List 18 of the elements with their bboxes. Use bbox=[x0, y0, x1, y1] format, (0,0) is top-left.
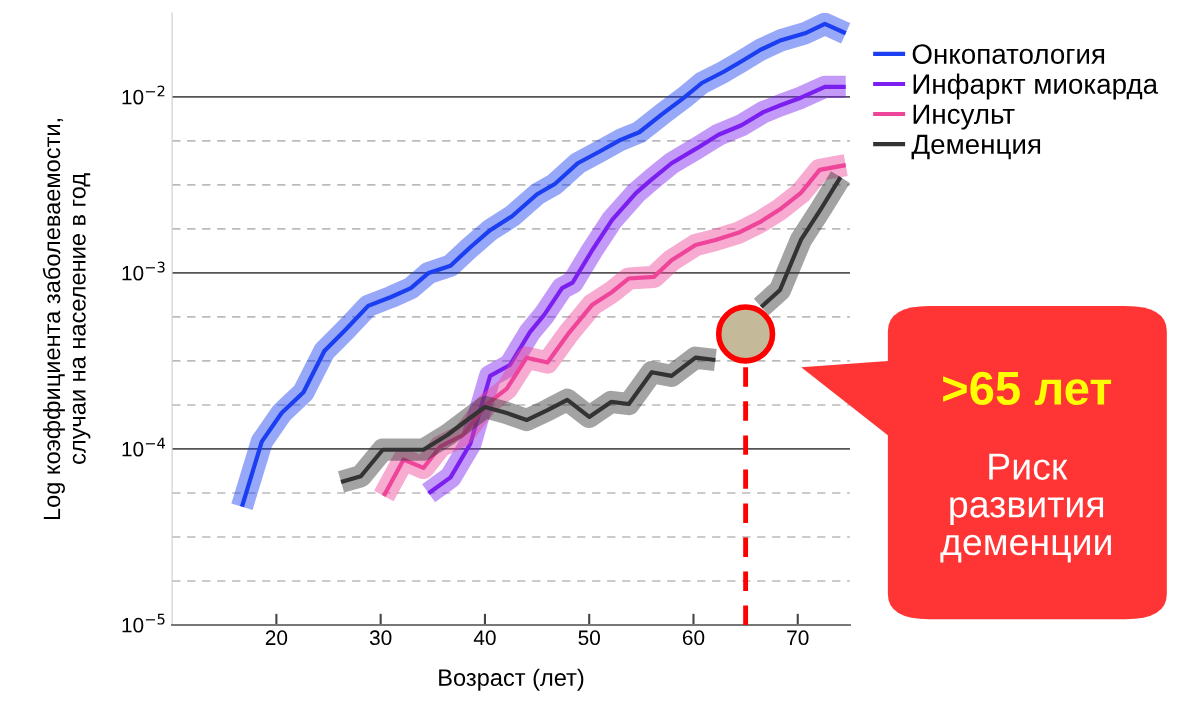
y-tick-label: 10$^{−2}$ bbox=[122, 85, 165, 105]
x-tick-label: 40 bbox=[473, 630, 496, 646]
x-tick-label: 30 bbox=[369, 630, 392, 646]
x-tick-label: 50 bbox=[578, 630, 600, 646]
text: Риск развития деменции bbox=[940, 453, 1111, 563]
y-tick-label: 10$^{−5}$ bbox=[122, 613, 165, 633]
legend-label: Инсульт bbox=[913, 104, 1015, 130]
legend-label: Деменция bbox=[911, 134, 1041, 160]
y-tick-label: 10$^{−3}$ bbox=[122, 261, 165, 281]
x-tick-label: 60 bbox=[682, 630, 705, 646]
x-tick-label: 20 bbox=[265, 630, 288, 646]
x-axis-title: Возраст (лет) bbox=[439, 668, 584, 691]
legend-label: Онкопатология bbox=[912, 44, 1105, 64]
text: >65 лет bbox=[943, 371, 1112, 406]
y-axis-title: Log коэффициента заболеваемости, случаи на население в год bbox=[42, 119, 91, 520]
x-tick-label: 70 bbox=[787, 630, 809, 646]
y-tick-label: 10$^{−4}$ bbox=[122, 437, 165, 457]
legend-label: Инфаркт миокарда bbox=[913, 73, 1159, 100]
